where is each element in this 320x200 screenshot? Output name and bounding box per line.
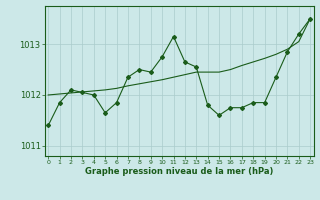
X-axis label: Graphe pression niveau de la mer (hPa): Graphe pression niveau de la mer (hPa) — [85, 167, 273, 176]
